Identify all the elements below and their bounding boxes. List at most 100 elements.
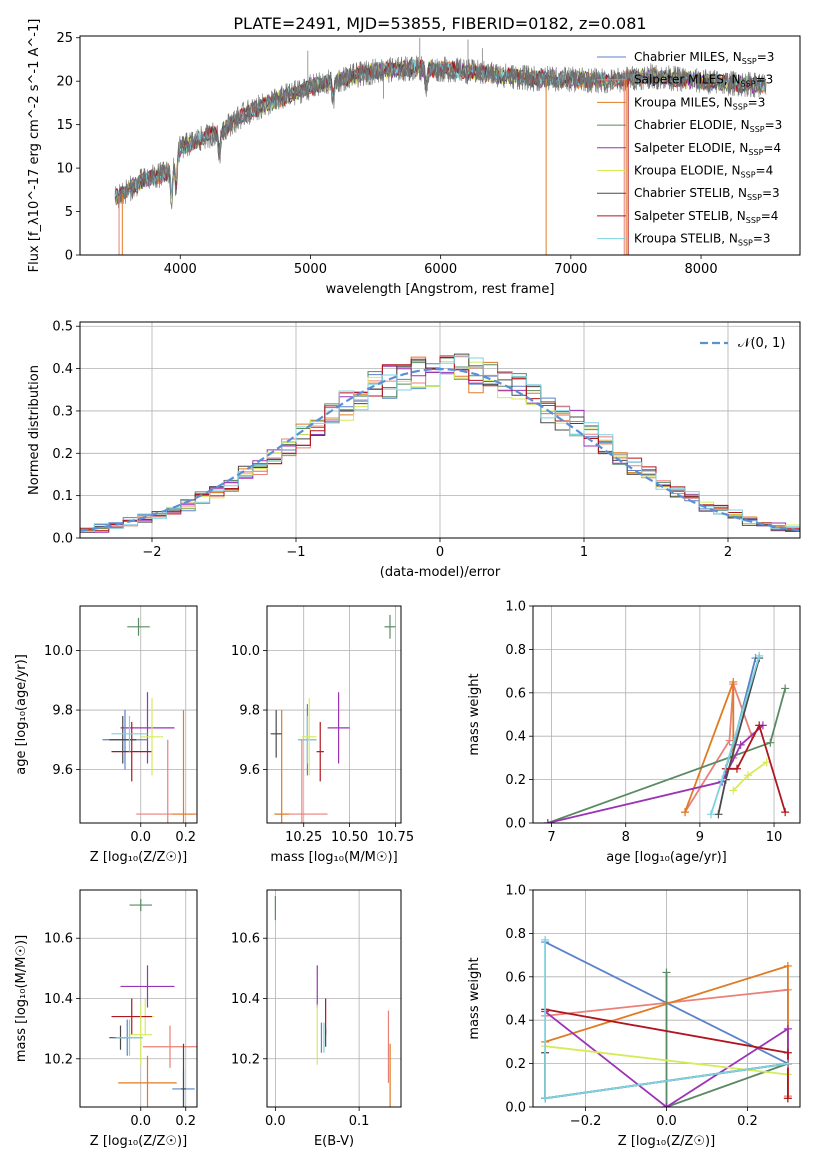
x-tick-label: 8: [622, 830, 630, 845]
errorbar-point: [120, 692, 175, 764]
legend-label: Chabrier ELODIE, NSSP=3: [634, 118, 782, 134]
plus-marker: [736, 740, 745, 749]
y-tick-label: 0.8: [505, 643, 526, 658]
plus-marker: [744, 771, 753, 780]
y-tick-label: 15: [56, 118, 73, 133]
plus-marker: [783, 1024, 792, 1033]
plus-marker: [755, 721, 764, 730]
errorbar-point: [301, 698, 317, 776]
y-tick-label: 10.4: [44, 992, 73, 1007]
y-tick-label: 1.0: [505, 600, 526, 615]
x-tick-label: 6000: [424, 262, 457, 277]
plus-marker: [714, 810, 723, 819]
errorbar-plot-age_vs_mass: [270, 614, 396, 823]
errorbar-point: [316, 721, 324, 782]
y-tick-label: 0.4: [52, 362, 73, 377]
normal-curve: [80, 367, 800, 532]
y-tick-label: 0: [65, 249, 73, 264]
plus-marker: [729, 677, 738, 686]
legend-label: Kroupa STELIB, NSSP=3: [634, 232, 771, 248]
plus-marker: [755, 651, 764, 660]
y-axis-label: mass weight: [467, 673, 482, 755]
legend-label: Salpeter MILES, NSSP=3: [634, 73, 773, 89]
x-tick-label: 7000: [554, 262, 587, 277]
x-tick-label: 0.2: [175, 1114, 196, 1129]
x-axis-label: age [log₁₀(age/yr)]: [606, 850, 727, 865]
plus-marker: [662, 1103, 671, 1107]
x-tick-label: −2: [142, 545, 161, 560]
x-tick-label: −0.2: [570, 1114, 602, 1129]
histogram-plot: [80, 353, 800, 533]
errorbar-point: [116, 1019, 143, 1056]
legend-label: Chabrier STELIB, NSSP=3: [634, 186, 780, 202]
y-tick-label: 0.2: [505, 1057, 526, 1072]
y-tick-label: 0.6: [505, 970, 526, 985]
x-tick-label: −1: [286, 545, 305, 560]
frame-massweight_vs_Z: [532, 889, 801, 1108]
errorbar-point: [327, 692, 350, 764]
frame-massweight_vs_age: [532, 605, 801, 824]
errorbar-point: [111, 715, 148, 752]
x-tick-label: 0.0: [265, 1114, 286, 1129]
errorbar-point: [274, 710, 290, 823]
y-tick-label: 9.6: [239, 763, 260, 778]
axes-age_vs_Z: 0.0 0.2 9.6 9.8 10.0 Z [log₁₀(Z/Z☉)] age [log₁…: [14, 606, 197, 865]
errorbar-point: [143, 1025, 197, 1068]
series-line-chabrier_elodie: [665, 972, 789, 1107]
y-tick-label: 9.8: [52, 704, 73, 719]
y-axis-label: Flux [f_λ10^-17 erg cm^-2 s^-1 A^-1]: [27, 19, 42, 273]
errorbar-point: [384, 614, 396, 639]
spectrum-frame: [79, 35, 801, 256]
x-tick-label: 0.1: [349, 1114, 370, 1129]
series-line-salpeter_elodie: [547, 724, 764, 823]
plus-marker: [766, 738, 775, 747]
y-tick-label: 0.6: [505, 686, 526, 701]
plus-marker: [762, 758, 771, 767]
series-line-chabrier_elodie: [547, 688, 787, 823]
plus-marker: [681, 808, 690, 817]
x-tick-label: 4000: [164, 262, 197, 277]
plus-marker: [707, 810, 715, 819]
errorbar-plot-mass_vs_ebv: [274, 896, 391, 1107]
plus-marker: [543, 819, 552, 823]
spectrum-plot: [114, 37, 767, 255]
y-tick-label: 0.0: [505, 1101, 526, 1116]
x-tick-label: 7: [547, 830, 555, 845]
y-tick-label: 25: [56, 31, 73, 46]
legend-label: Kroupa MILES, NSSP=3: [634, 95, 765, 111]
x-tick-label: 0.0: [656, 1114, 677, 1129]
plus-marker: [729, 786, 738, 795]
plus-marker: [541, 935, 550, 944]
histogram-step-kroupa_stelib: [80, 355, 800, 532]
plus-marker: [732, 764, 741, 773]
y-tick-label: 10.0: [44, 644, 73, 659]
y-tick-label: 0.8: [505, 927, 526, 942]
legend-label: Chabrier MILES, NSSP=3: [634, 50, 774, 66]
histogram-step-salpeter_stelib: [80, 356, 800, 532]
x-tick-label: 10.50: [331, 830, 368, 845]
y-axis-label: mass weight: [467, 957, 482, 1039]
frame-mass_vs_Z: [79, 889, 198, 1108]
y-tick-label: 10.0: [231, 644, 260, 659]
y-tick-label: 10.2: [44, 1052, 73, 1067]
y-tick-label: 10.6: [231, 932, 260, 947]
legend-label: Kroupa ELODIE, NSSP=4: [634, 164, 773, 180]
plus-marker: [718, 775, 727, 784]
errorbar-point: [111, 998, 152, 1035]
y-tick-label: 0.2: [52, 447, 73, 462]
y-tick-label: 0.0: [505, 817, 526, 832]
x-axis-label: wavelength [Angstrom, rest frame]: [326, 282, 555, 297]
axes-spectrum: 4000 5000 6000 7000 8000 0 5 10 15 20 25 wavelength…: [27, 19, 718, 297]
errorbar-point: [118, 1055, 177, 1107]
lines-plot-massweight_vs_Z: [541, 935, 792, 1107]
y-tick-label: 0.0: [52, 532, 73, 547]
errorbar-point: [270, 710, 282, 758]
x-tick-label: 8000: [685, 262, 718, 277]
errorbar-point: [129, 1004, 152, 1065]
x-axis-label: (data-model)/error: [380, 565, 501, 580]
x-axis-label: Z [log₁₀(Z/Z☉)]: [90, 1134, 187, 1149]
plus-marker: [783, 1059, 792, 1068]
x-axis-label: Z [log₁₀(Z/Z☉)]: [618, 1134, 715, 1149]
axes-age_vs_mass: 10.25 10.50 10.75 9.6 9.8 10.0 mass [log₁₀(M/M…: [231, 606, 414, 865]
